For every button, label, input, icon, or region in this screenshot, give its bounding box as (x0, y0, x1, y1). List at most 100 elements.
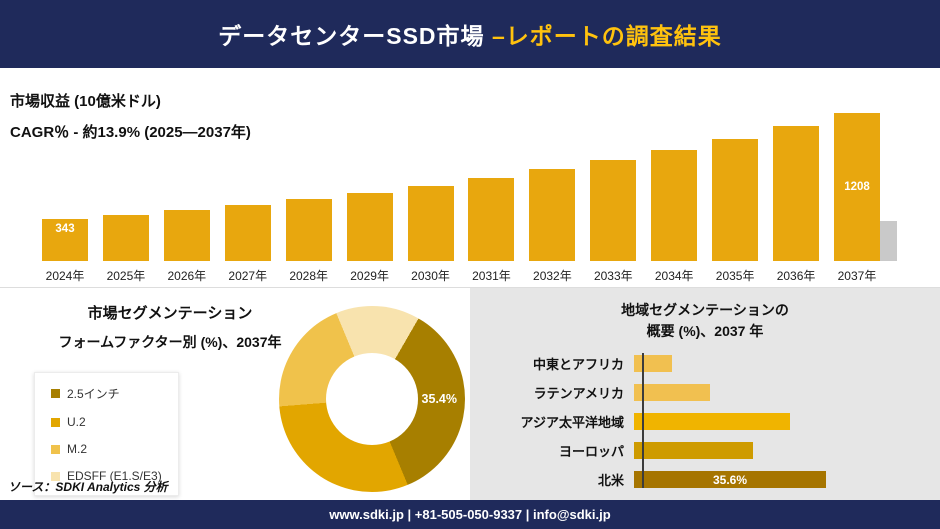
revenue-bar-column: 2031年 (468, 111, 515, 287)
regional-category-label: ラテンアメリカ (533, 386, 624, 401)
form-factor-title-line1: 市場セグメンテーション (87, 305, 253, 322)
form-factor-donut: 35.4% (279, 306, 465, 492)
x-axis-label: 2029年 (350, 268, 389, 283)
x-axis-label: 2024年 (45, 268, 85, 283)
revenue-bar-column: 343 2024年 (42, 111, 88, 287)
regional-bar (634, 355, 672, 372)
x-axis-label: 2035年 (715, 268, 755, 283)
legend-swatch (51, 471, 60, 481)
revenue-bar: 343 (42, 219, 88, 261)
legend-label: M.2 (67, 442, 88, 456)
revenue-bar (285, 199, 332, 261)
revenue-bar (712, 139, 759, 261)
x-axis-label: 2030年 (411, 268, 450, 283)
revenue-bar (346, 193, 393, 261)
revenue-bar-column: 2025年 (102, 111, 149, 287)
source-note: ソース：SDKI Analytics 分析 (8, 480, 168, 494)
legend-swatch (51, 417, 60, 427)
revenue-bar (529, 169, 576, 261)
regional-bar (634, 442, 753, 459)
legend-label: EDSFF (E1.S/E3) (67, 469, 162, 483)
regional-bar-row: ヨーロッパ (470, 442, 940, 459)
revenue-bar-column: 2035年 (712, 111, 759, 287)
regional-bar: 35.6% (634, 471, 826, 488)
revenue-section: 市場収益 (10億米ドル) CAGR％ - 約13.9% (2025―2037年… (0, 68, 940, 288)
page-header: データセンターSSD市場 –レポートの調査結果 (0, 0, 940, 68)
bar-value-label: 1208 (844, 181, 870, 193)
form-factor-title-line2: フォームファクター別 (%)、2037年 (58, 334, 282, 350)
revenue-text-block: 市場収益 (10億米ドル) CAGR％ - 約13.9% (2025―2037年… (10, 90, 251, 142)
regional-category-label: アジア太平洋地域 (520, 415, 624, 430)
revenue-bar-column: 2028年 (285, 111, 332, 287)
regional-title-line1: 地域セグメンテーションの (621, 302, 789, 318)
regional-bar-row: アジア太平洋地域 (470, 413, 940, 430)
form-factor-legend: 2.5インチ U.2 M.2 EDSFF (E1.S/E3) (34, 372, 179, 496)
legend-item: 2.5インチ (51, 385, 162, 402)
x-axis-label: 2033年 (593, 268, 633, 283)
regional-section: 地域セグメンテーションの 概要 (%)、2037 年 中東とアフリカ ラテンアメリ… (470, 288, 940, 500)
donut-hole (326, 353, 418, 445)
revenue-cagr: CAGR％ - 約13.9% (2025―2037年) (10, 124, 251, 141)
x-axis-label: 2037年 (837, 268, 877, 283)
revenue-bar-column: 2030年 (407, 111, 454, 287)
legend-item: M.2 (51, 442, 162, 456)
revenue-bar (590, 160, 637, 261)
revenue-bars: 343 2024年 2025年 2026年 2027年 2028年 2029年 2030年 20… (0, 111, 940, 287)
revenue-bar-column: 2033年 (590, 111, 637, 287)
regional-bars: 中東とアフリカ ラテンアメリカアジア太平洋地域ヨーロッパ北米 35.6% (470, 355, 940, 488)
regional-category-label: 北米 (597, 473, 624, 488)
regional-bar (634, 413, 790, 430)
revenue-bar-column: 2029年 (346, 111, 393, 287)
revenue-bar-column: 2034年 (651, 111, 698, 287)
revenue-bar (163, 210, 210, 261)
x-axis-label: 2028年 (289, 268, 329, 283)
revenue-bar: 1208 (833, 113, 880, 261)
regional-y-axis (642, 353, 644, 488)
regional-bar-row: 中東とアフリカ (470, 355, 940, 372)
revenue-bar-column: 2026年 (163, 111, 210, 287)
bar-value-label: 343 (55, 223, 75, 235)
regional-chart: 中東とアフリカ ラテンアメリカアジア太平洋地域ヨーロッパ北米 35.6% (470, 353, 940, 488)
revenue-bar (407, 186, 454, 261)
x-axis-label: 2031年 (472, 268, 511, 283)
regional-category-label: ヨーロッパ (558, 444, 624, 459)
regional-bar-value-label: 35.6% (712, 472, 748, 487)
revenue-chart: 343 2024年 2025年 2026年 2027年 2028年 2029年 2030年 20… (0, 111, 940, 287)
regional-title-line2: 概要 (%)、2037 年 (646, 323, 764, 339)
x-axis-label: 2025年 (106, 268, 146, 283)
regional-bar (634, 384, 710, 401)
revenue-bar (651, 150, 698, 261)
revenue-bar (102, 215, 149, 261)
x-axis-label: 2036年 (776, 268, 816, 283)
legend-swatch (51, 444, 60, 454)
x-axis-label: 2034年 (654, 268, 694, 283)
page-title: データセンターSSD市場 –レポートの調査結果 (218, 17, 721, 51)
donut-slice-label: 35.4% (421, 392, 457, 406)
revenue-bar-column: 2027年 (224, 111, 271, 287)
revenue-bar-column: 2032年 (529, 111, 576, 287)
regional-title: 地域セグメンテーションの 概要 (%)、2037 年 (470, 300, 940, 342)
footer-contact-text: www.sdki.jp | +81-505-050-9337 | info@sd… (329, 507, 611, 522)
page-footer: www.sdki.jp | +81-505-050-9337 | info@sd… (0, 500, 940, 529)
revenue-title: 市場収益 (10億米ドル) (10, 93, 161, 110)
page-title-main: データセンターSSD市場 (218, 23, 492, 49)
legend-label: U.2 (67, 415, 86, 429)
revenue-bar-column: 2036年 (773, 111, 820, 287)
x-axis-label: 2026年 (167, 268, 207, 283)
regional-bar-row: ラテンアメリカ (470, 384, 940, 401)
x-axis-label: 2032年 (533, 268, 572, 283)
regional-bar-row: 北米 35.6% (470, 471, 940, 488)
revenue-bar (773, 126, 820, 261)
chart-3d-shadow (880, 221, 897, 261)
revenue-bar (468, 178, 515, 261)
legend-item: EDSFF (E1.S/E3) (51, 469, 162, 483)
legend-item: U.2 (51, 415, 162, 429)
form-factor-section: 市場セグメンテーション フォームファクター別 (%)、2037年 2.5インチ U… (0, 288, 470, 500)
legend-swatch (51, 389, 60, 398)
revenue-bar (224, 205, 271, 261)
page-title-accent: –レポートの調査結果 (491, 23, 722, 49)
regional-category-label: 中東とアフリカ (532, 357, 624, 372)
revenue-bar-column: 1208 2037年 (833, 111, 880, 287)
x-axis-label: 2027年 (228, 268, 268, 283)
bottom-panels: 市場セグメンテーション フォームファクター別 (%)、2037年 2.5インチ U… (0, 288, 940, 500)
